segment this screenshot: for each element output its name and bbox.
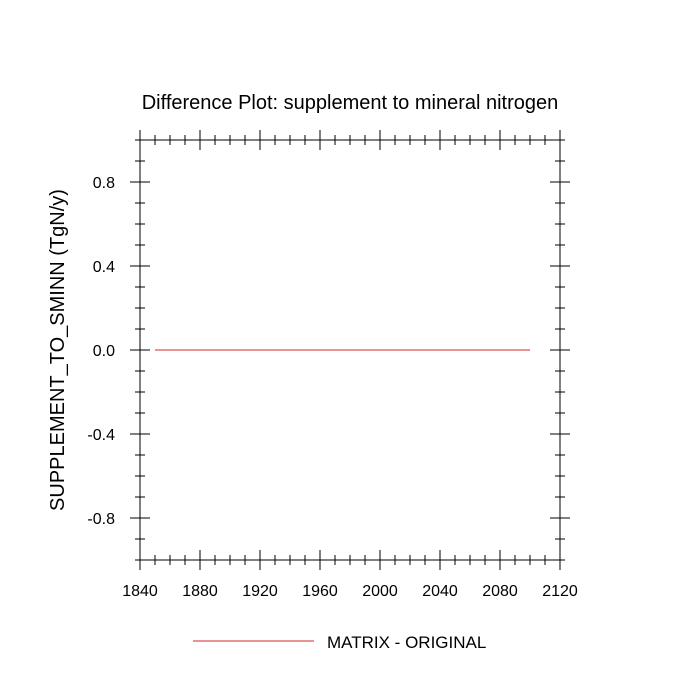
x-tick-label: 1960 [302, 583, 338, 600]
x-tick-label: 2000 [362, 583, 398, 600]
y-tick-label: -0.4 [87, 427, 115, 444]
x-tick-label: 2120 [542, 583, 578, 600]
x-tick-label: 1920 [242, 583, 278, 600]
legend: MATRIX - ORIGINAL [193, 633, 486, 652]
y-major-ticks [130, 181, 570, 519]
y-tick-label: -0.8 [87, 511, 115, 528]
legend-label: MATRIX - ORIGINAL [327, 633, 486, 652]
y-tick-label: 0.4 [93, 259, 115, 276]
x-tick-labels: 1840 1880 1920 1960 2000 2040 2080 2120 [122, 583, 578, 600]
x-tick-label: 1880 [182, 583, 218, 600]
y-tick-label: 0.0 [93, 343, 115, 360]
x-major-ticks [139, 130, 561, 570]
chart-title: Difference Plot: supplement to mineral n… [142, 92, 559, 114]
x-tick-label: 1840 [122, 583, 158, 600]
x-tick-label: 2040 [422, 583, 458, 600]
x-tick-label: 2080 [482, 583, 518, 600]
y-axis-label: SUPPLEMENT_TO_SMINN (TgN/y) [47, 189, 69, 511]
y-tick-labels: -0.8 -0.4 0.0 0.4 0.8 [87, 175, 115, 528]
x-minor-ticks [154, 135, 546, 565]
y-tick-label: 0.8 [93, 175, 115, 192]
